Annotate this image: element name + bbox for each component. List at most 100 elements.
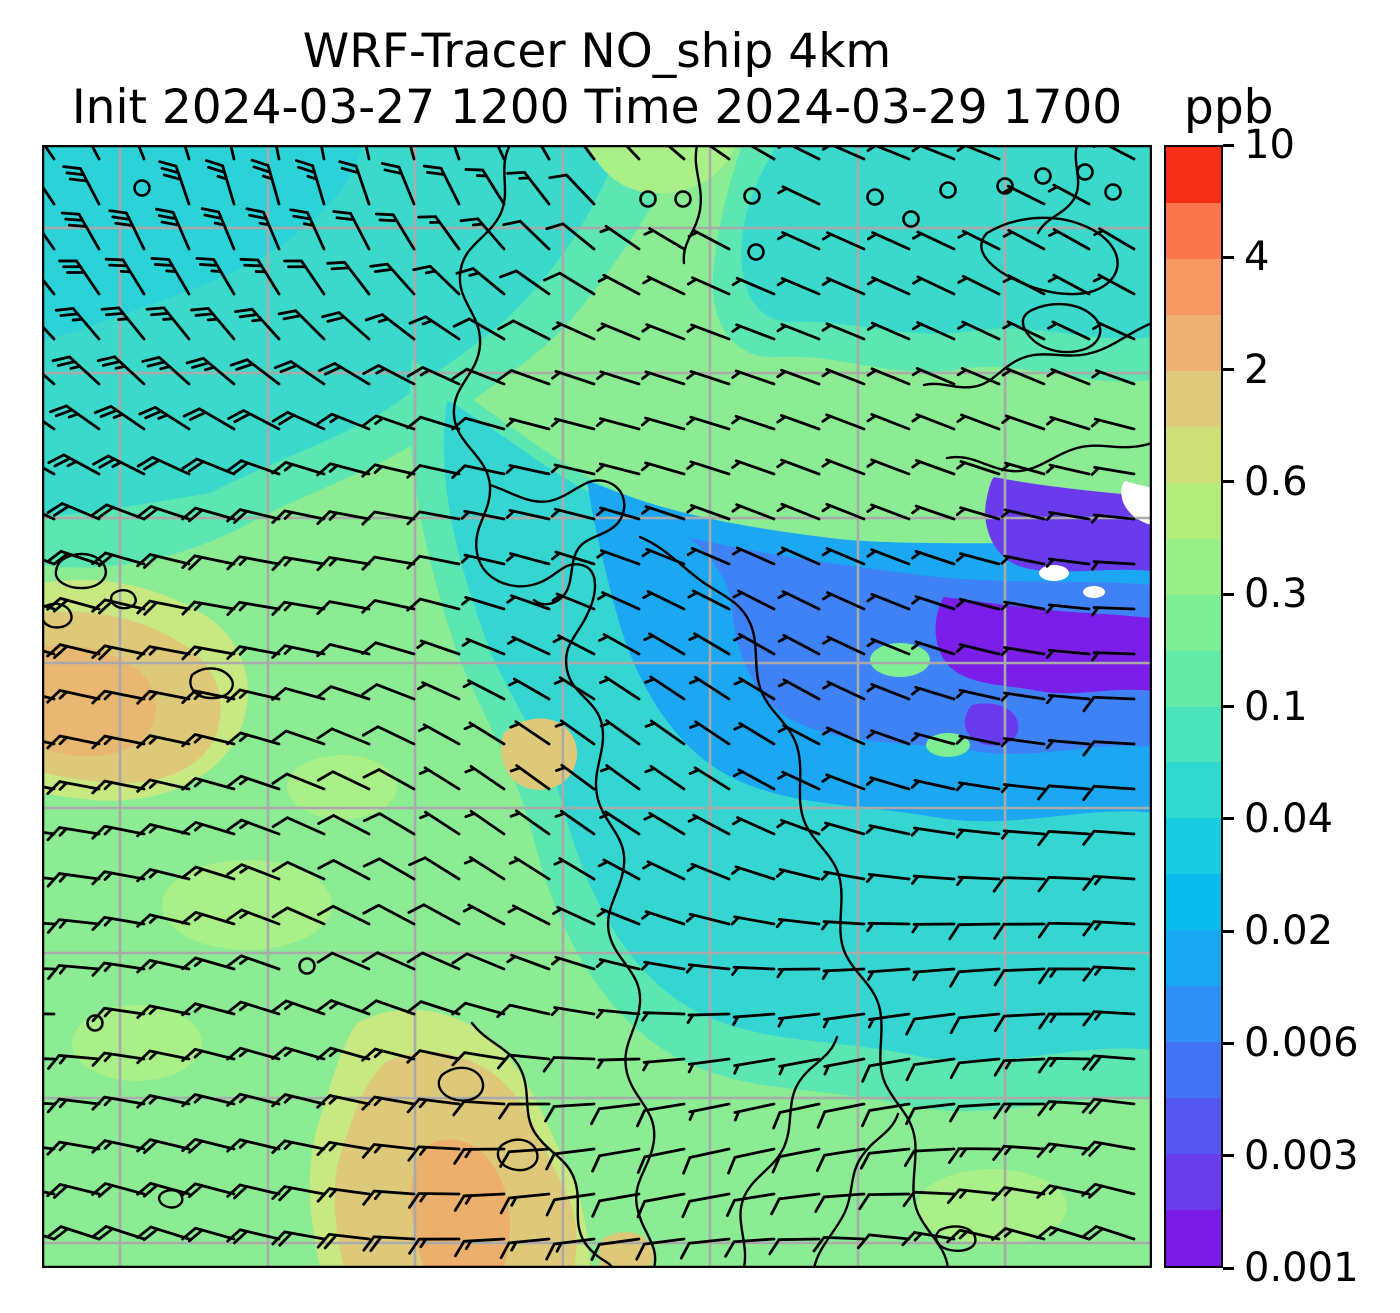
wind-barb bbox=[226, 555, 281, 571]
colorbar-band bbox=[1166, 816, 1221, 875]
colorbar-tick bbox=[1223, 705, 1234, 708]
wind-barb bbox=[362, 903, 416, 926]
wind-barb bbox=[599, 224, 641, 251]
wind-barb bbox=[542, 1056, 596, 1073]
contour-region-green-spot-in-blue-1 bbox=[870, 643, 930, 677]
wind-barb bbox=[463, 721, 506, 746]
wind-barb bbox=[181, 865, 236, 881]
wind-barb bbox=[682, 1147, 731, 1175]
colorbar-band bbox=[1166, 648, 1221, 707]
wind-barb bbox=[54, 307, 101, 341]
wind-barb bbox=[91, 1051, 146, 1067]
wind-barb bbox=[949, 967, 1001, 988]
wind-barb bbox=[905, 1057, 956, 1082]
wind-barb bbox=[730, 915, 776, 926]
wind-barb bbox=[181, 910, 236, 926]
wind-barb bbox=[406, 597, 461, 612]
wind-barb bbox=[455, 267, 506, 296]
wind-barb bbox=[636, 1102, 686, 1128]
wind-barb bbox=[42, 501, 56, 521]
wind-barb bbox=[226, 818, 281, 836]
wind-barb bbox=[815, 1147, 866, 1172]
chart-subtitle: Init 2024-03-27 1200 Time 2024-03-29 170… bbox=[71, 80, 1123, 135]
wind-barb bbox=[733, 632, 776, 656]
wind-barb bbox=[1002, 274, 1046, 296]
wind-barb bbox=[550, 507, 596, 521]
wind-barb bbox=[1092, 273, 1136, 296]
wind-barb bbox=[451, 952, 506, 971]
colorbar-band bbox=[1166, 1095, 1221, 1155]
wind-barb bbox=[686, 460, 731, 476]
wind-barb bbox=[181, 1093, 236, 1108]
wind-barb bbox=[361, 1095, 416, 1111]
wind-barb bbox=[911, 922, 956, 934]
wind-barb bbox=[551, 369, 596, 386]
calm-wind-circle bbox=[86, 1014, 104, 1032]
wind-barb bbox=[1045, 739, 1091, 750]
coastline-path bbox=[638, 535, 950, 1268]
wind-barb bbox=[596, 549, 641, 566]
wind-barb bbox=[136, 689, 191, 705]
colorbar-tick bbox=[1223, 929, 1234, 933]
wind-barb bbox=[688, 632, 731, 656]
wind-barb bbox=[91, 1006, 146, 1023]
wind-barb bbox=[104, 257, 146, 296]
wind-barb bbox=[595, 462, 641, 476]
wind-barb bbox=[185, 356, 236, 386]
wind-barb bbox=[226, 1228, 281, 1245]
wind-barb bbox=[776, 546, 821, 566]
wind-barb bbox=[543, 271, 596, 296]
wind-barb bbox=[505, 552, 551, 566]
wind-barb bbox=[136, 1049, 191, 1065]
wind-barb bbox=[250, 158, 281, 206]
wind-barb bbox=[506, 594, 551, 611]
wind-barb bbox=[946, 1188, 1001, 1205]
wind-barb bbox=[1000, 508, 1046, 521]
wind-barb bbox=[599, 810, 641, 836]
colorbar-band bbox=[1166, 256, 1221, 315]
wind-barb bbox=[497, 319, 551, 341]
wind-barb bbox=[459, 217, 506, 251]
wind-barb bbox=[687, 228, 731, 251]
wind-barb bbox=[386, 145, 416, 161]
wind-barb bbox=[451, 1001, 506, 1016]
wind-barb bbox=[1081, 1097, 1136, 1115]
wind-barb bbox=[271, 1139, 326, 1154]
wind-barb bbox=[545, 222, 596, 251]
wind-barb bbox=[1000, 691, 1046, 702]
wind-barb bbox=[92, 454, 146, 476]
wind-barb bbox=[641, 1011, 686, 1022]
colorbar-band bbox=[1166, 928, 1221, 987]
wind-barb bbox=[271, 816, 326, 836]
wind-barb bbox=[42, 1056, 56, 1074]
wind-barb bbox=[96, 355, 146, 386]
wind-barb bbox=[866, 921, 911, 933]
wind-barb bbox=[91, 870, 146, 886]
wind-barb bbox=[226, 508, 281, 525]
units-label: ppb bbox=[1184, 80, 1274, 135]
wind-barb bbox=[136, 645, 191, 660]
wind-barb bbox=[271, 460, 326, 476]
wind-barb bbox=[155, 207, 191, 251]
wind-barb bbox=[866, 367, 911, 386]
contour-region-pale-green-mid-left-2 bbox=[72, 1005, 202, 1081]
wind-barb bbox=[946, 1228, 1001, 1244]
contour-region-purple-patch-lower bbox=[935, 597, 1152, 694]
wind-barb bbox=[226, 908, 281, 926]
wind-barb bbox=[636, 1147, 686, 1174]
wind-barb bbox=[412, 264, 461, 296]
wind-barb bbox=[821, 322, 866, 341]
wind-barb bbox=[46, 1140, 101, 1156]
wind-barb bbox=[417, 215, 461, 251]
colorbar-tick-label: 10 bbox=[1244, 122, 1295, 168]
wind-barb bbox=[681, 1192, 731, 1219]
wind-barb bbox=[733, 1102, 776, 1122]
wind-barb bbox=[181, 554, 236, 571]
wind-barb bbox=[771, 1147, 821, 1174]
wind-barb bbox=[316, 727, 371, 746]
wind-barb bbox=[551, 955, 596, 971]
wind-barb bbox=[428, 145, 461, 161]
wind-barb bbox=[416, 681, 461, 701]
wind-barb bbox=[912, 230, 956, 251]
wind-barb bbox=[245, 207, 281, 251]
